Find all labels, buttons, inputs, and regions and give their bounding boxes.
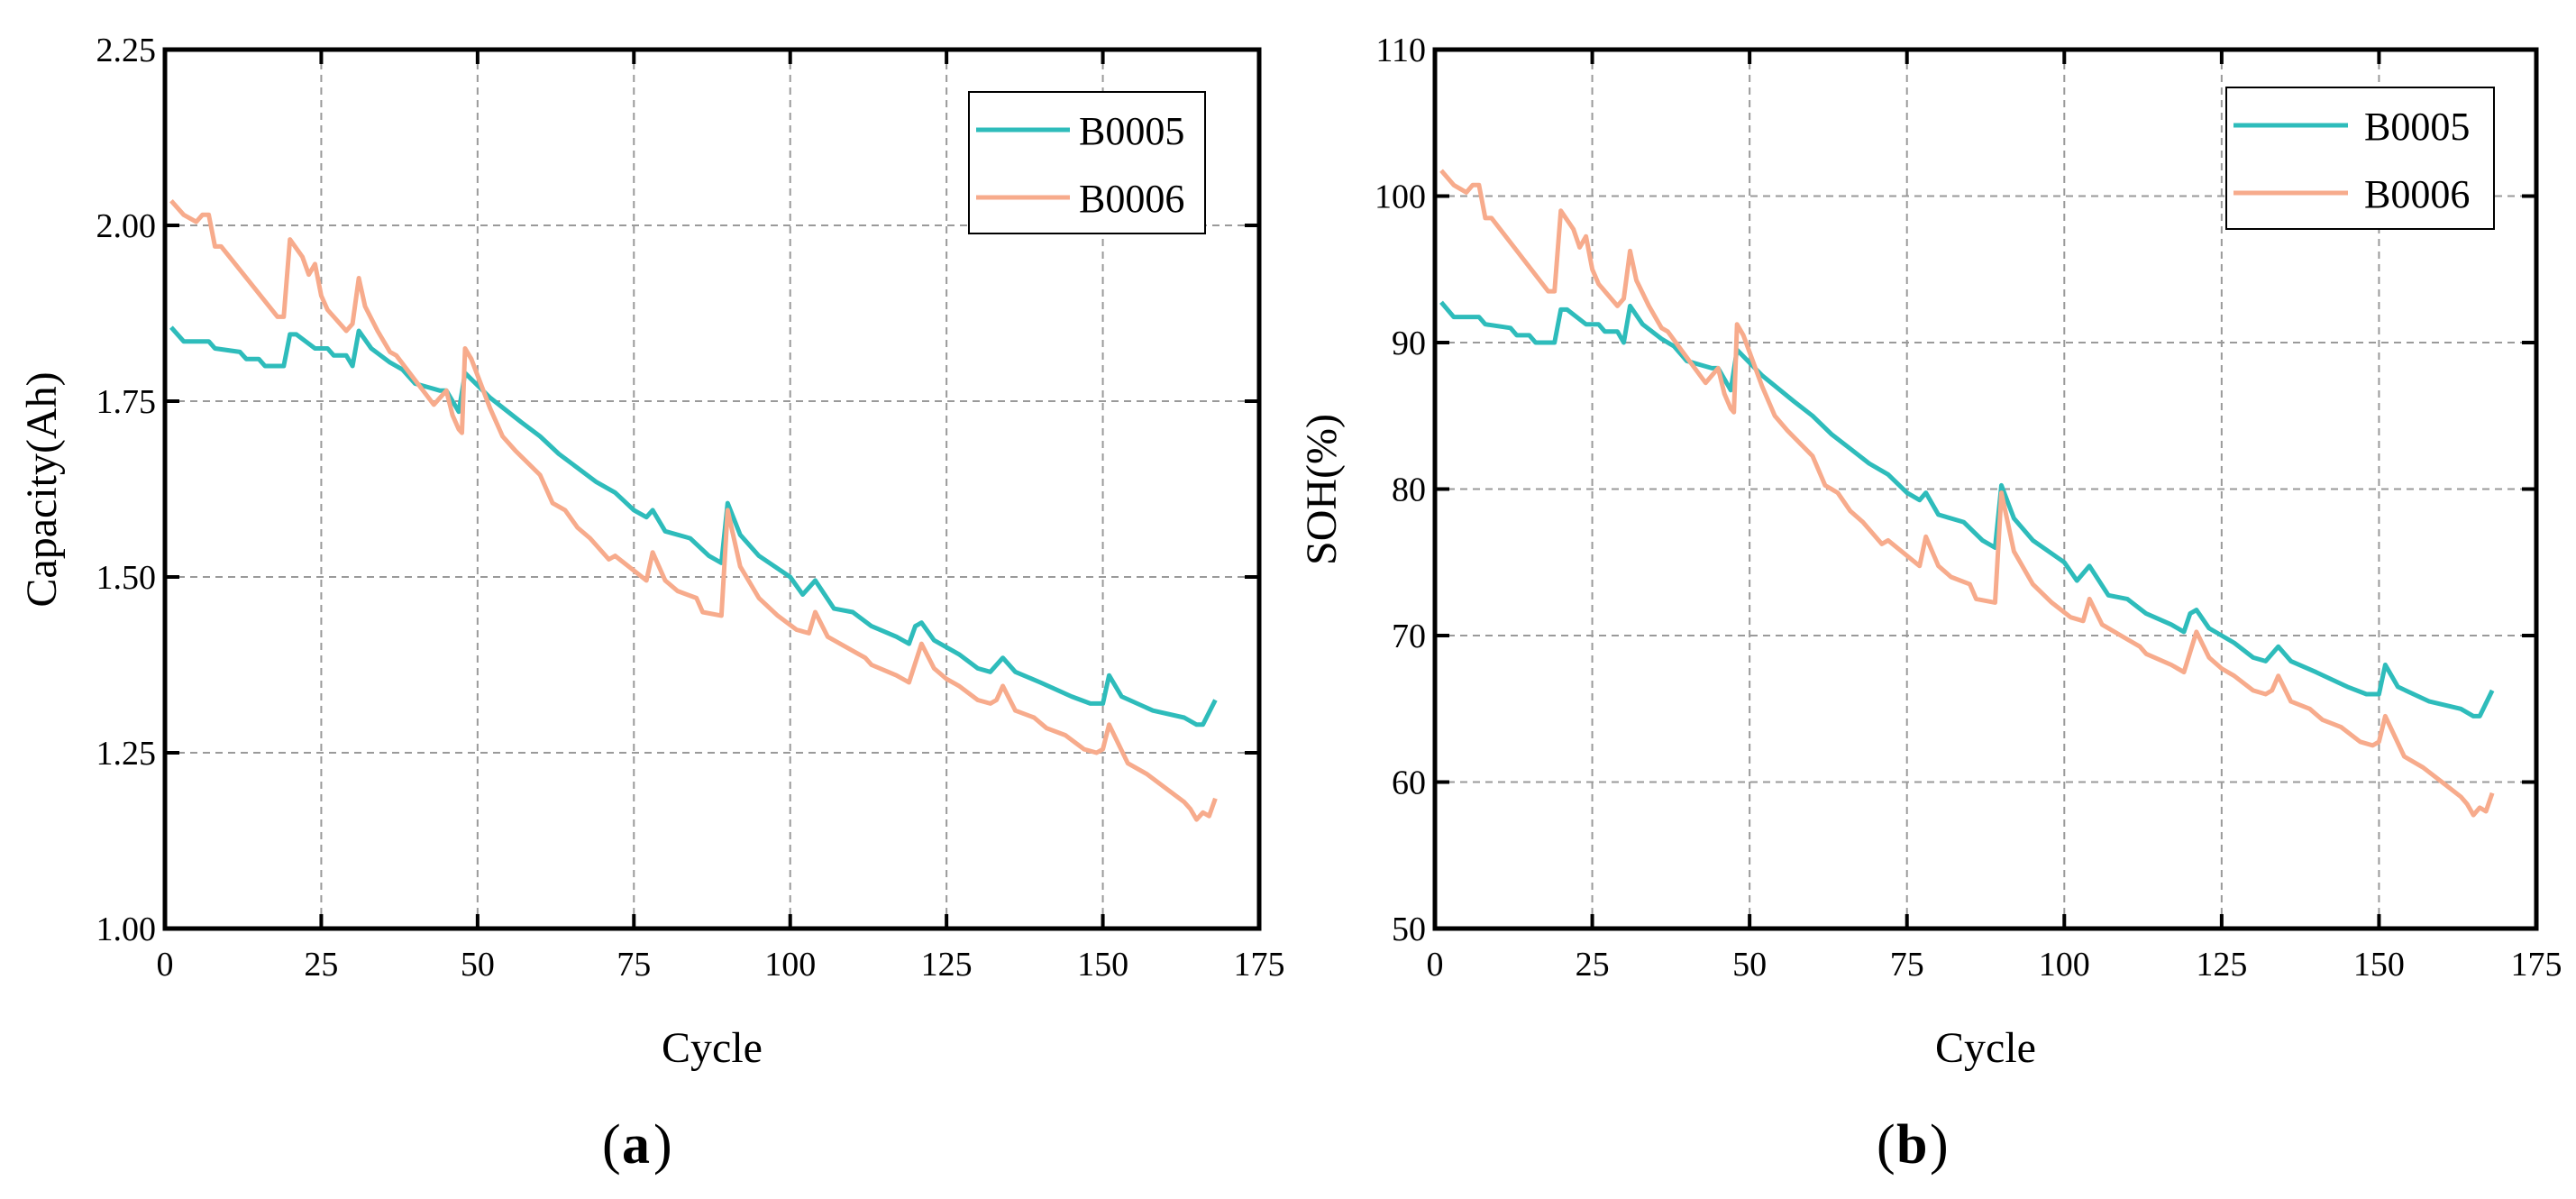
legend-label-b0006: B0006 bbox=[1079, 177, 1184, 221]
y-tick-label: 90 bbox=[1392, 325, 1426, 362]
x-tick-label: 50 bbox=[1732, 946, 1767, 984]
y-tick-label: 110 bbox=[1375, 32, 1426, 69]
x-tick-label: 100 bbox=[764, 946, 816, 984]
panel-label: b bbox=[1896, 1114, 1927, 1176]
y-tick-label: 1.50 bbox=[96, 559, 157, 597]
panel-label-open: ( bbox=[602, 1114, 621, 1176]
y-axis-label: SOH(%) bbox=[1298, 414, 1346, 565]
x-axis-label: Cycle bbox=[662, 1024, 763, 1072]
x-tick-label: 50 bbox=[461, 946, 495, 984]
legend-box bbox=[968, 91, 1206, 234]
panel-label-open: ( bbox=[1877, 1114, 1895, 1176]
x-tick-label: 175 bbox=[2511, 946, 2562, 984]
x-tick-label: 150 bbox=[2353, 946, 2405, 984]
y-tick-label: 50 bbox=[1392, 911, 1426, 948]
x-tick-label: 25 bbox=[1576, 946, 1610, 984]
y-tick-label: 2.00 bbox=[96, 207, 157, 245]
series-line-b0005 bbox=[1439, 300, 2495, 718]
y-tick-label: 2.25 bbox=[96, 32, 157, 69]
y-tick-label: 60 bbox=[1392, 764, 1426, 802]
plot-frame bbox=[162, 47, 1262, 931]
legend: B0005 B0006 bbox=[2225, 87, 2495, 230]
x-tick-label: 0 bbox=[157, 946, 174, 984]
legend: B0005 B0006 bbox=[968, 91, 1206, 234]
legend-label-b0005: B0005 bbox=[2364, 105, 2470, 149]
x-tick-label: 100 bbox=[2039, 946, 2090, 984]
x-tick-label: 0 bbox=[1427, 946, 1444, 984]
x-axis-label: Cycle bbox=[1935, 1024, 2036, 1072]
legend-box bbox=[2225, 87, 2495, 230]
x-tick-label: 75 bbox=[617, 946, 651, 984]
x-tick-label: 150 bbox=[1077, 946, 1128, 984]
x-tick-label: 125 bbox=[2196, 946, 2247, 984]
series-line-b0005 bbox=[169, 325, 1218, 728]
y-tick-label: 100 bbox=[1375, 178, 1426, 216]
y-tick-label: 70 bbox=[1392, 618, 1426, 655]
legend-label-b0005: B0005 bbox=[1079, 109, 1184, 153]
series-line-b0006 bbox=[1439, 169, 2495, 818]
y-tick-label: 1.25 bbox=[96, 735, 157, 773]
panel-label-close: ) bbox=[1930, 1114, 1949, 1176]
x-tick-label: 175 bbox=[1234, 946, 1285, 984]
y-tick-label: 1.75 bbox=[96, 383, 157, 421]
x-tick-label: 25 bbox=[304, 946, 338, 984]
y-tick-label: 1.00 bbox=[96, 911, 157, 948]
y-tick-label: 80 bbox=[1392, 471, 1426, 509]
soh-chart: SOH(%) Cycle ( b ) 0 25 50 75 100 125 150 175 50… bbox=[1298, 32, 2562, 1176]
legend-label-b0006: B0006 bbox=[2364, 172, 2470, 216]
panel-label-close: ) bbox=[653, 1114, 672, 1176]
capacity-chart: Capacity(Ah) Cycle ( a ) 0 25 50 75 100 125 15… bbox=[18, 32, 1285, 1176]
x-tick-label: 125 bbox=[921, 946, 973, 984]
x-tick-label: 75 bbox=[1890, 946, 1924, 984]
panel-label: a bbox=[622, 1114, 650, 1176]
y-axis-label: Capacity(Ah) bbox=[18, 371, 66, 607]
series-line-b0006 bbox=[169, 199, 1218, 822]
